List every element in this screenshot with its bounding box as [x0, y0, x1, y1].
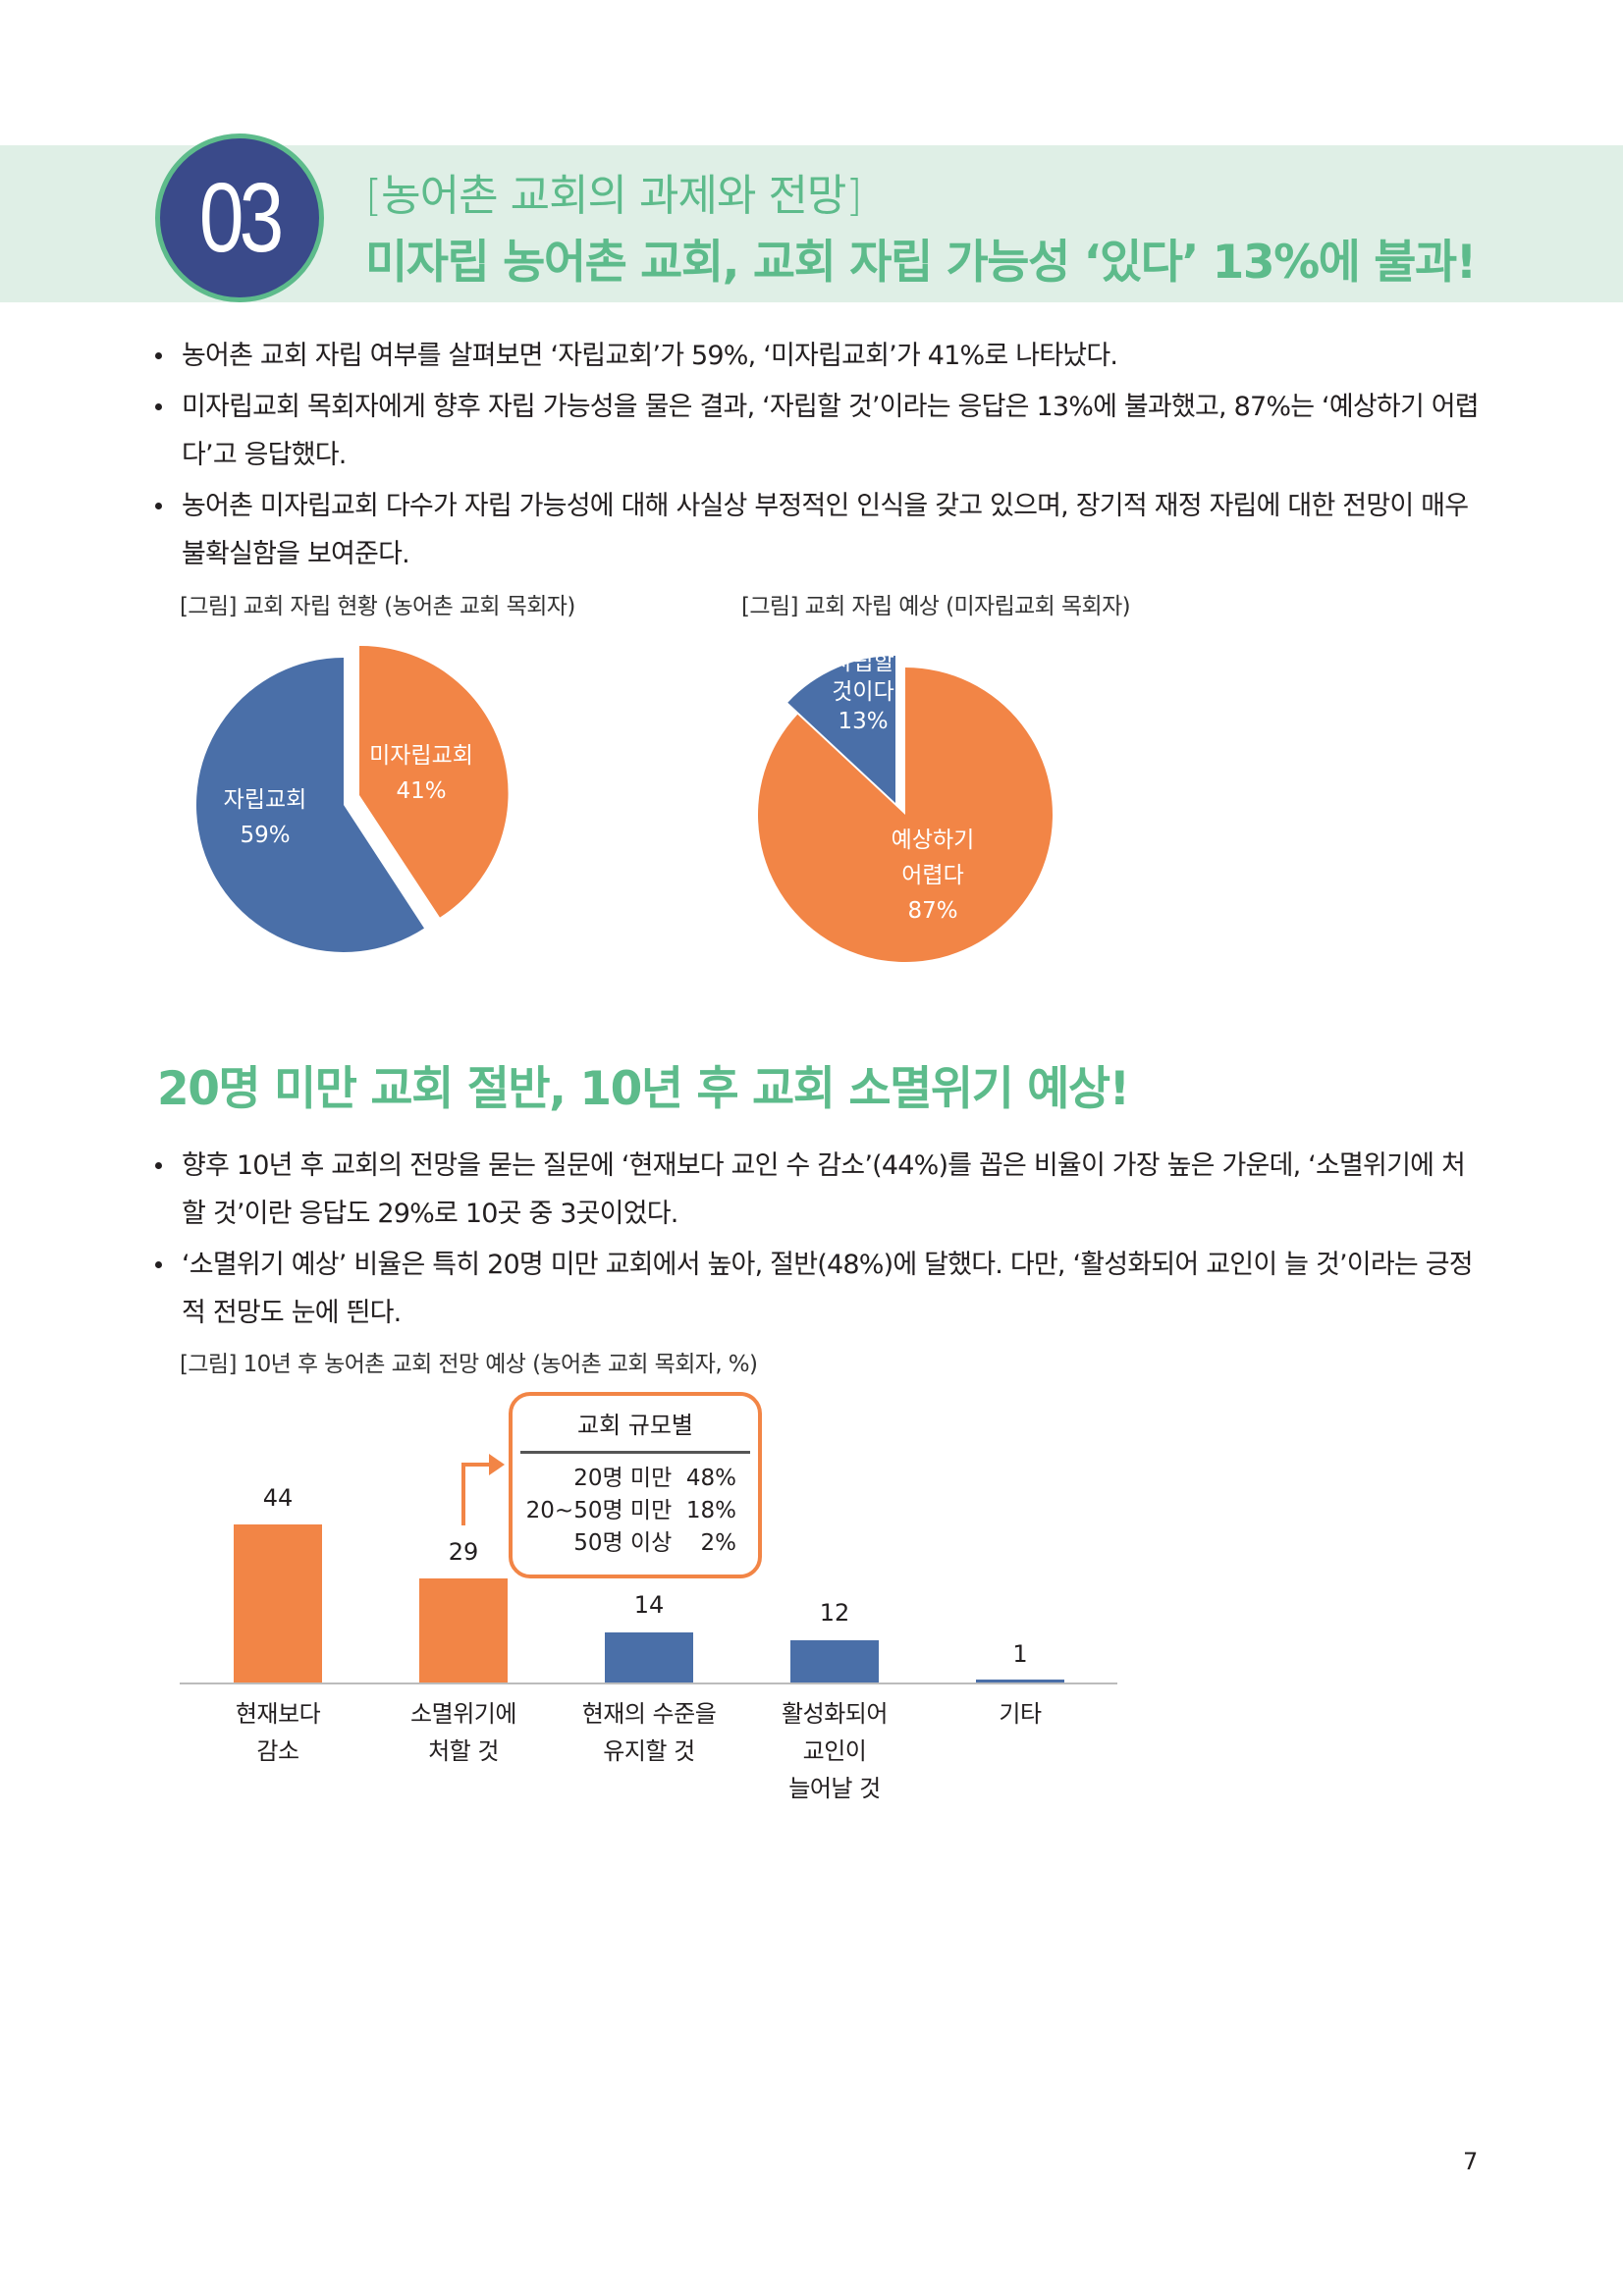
x-axis-label: 현재보다 감소: [235, 1700, 321, 1765]
section-headline: 미자립 농어촌 교회, 교회 자립 가능성 ‘있다’ 13%에 불과!: [365, 236, 1477, 290]
section-number: 03: [199, 162, 284, 273]
pie1-orange-label: 미자립교회 41%: [369, 743, 473, 804]
callout-row: 20명 미만 48%: [573, 1466, 736, 1491]
bar-chart-10yr-outlook: [180, 1492, 1117, 1683]
bullet-item: 향후 10년 후 교회의 전망을 묻는 질문에 ‘현재보다 교인 수 감소’(4…: [147, 1142, 1483, 1238]
section-kicker: [농어촌 교회의 과제와 전망]: [365, 171, 863, 221]
page-number: 7: [1463, 2148, 1479, 2175]
callout-row: 50명 이상 2%: [573, 1530, 736, 1556]
arrow-right-icon: [489, 1454, 505, 1475]
pie1-blue-label: 자립교회 59%: [223, 787, 307, 848]
church-size-callout: 교회 규모별 20명 미만 48% 20~50명 미만 18% 50명 이상 2…: [509, 1392, 762, 1578]
callout-divider: [520, 1451, 750, 1454]
bar-value: 12: [819, 1599, 850, 1627]
x-axis-label: 소멸위기에 처할 것: [410, 1700, 516, 1765]
bullet-item: 농어촌 교회 자립 여부를 살펴보면 ‘자립교회’가 59%, ‘미자립교회’가…: [147, 332, 1483, 380]
pie2-orange-label: 예상하기 어렵다 87%: [891, 828, 975, 924]
bullet-item: 농어촌 미자립교회 다수가 자립 가능성에 대해 사실상 부정적인 인식을 갖고…: [147, 482, 1483, 578]
callout-rows: 20명 미만 48% 20~50명 미만 18% 50명 이상 2%: [526, 1463, 736, 1560]
bar-value: 14: [633, 1591, 665, 1619]
pie-slice-will-be-self-sufficient: [787, 656, 895, 803]
figure-caption-pie1: [그림] 교회 자립 현황 (농어촌 교회 목회자): [180, 594, 575, 619]
bullet-item: 미자립교회 목회자에게 향후 자립 가능성을 물은 결과, ‘자립할 것’이라는…: [147, 383, 1483, 479]
bar-value: 44: [262, 1484, 294, 1512]
summary-bullets-2: 향후 10년 후 교회의 전망을 묻는 질문에 ‘현재보다 교인 수 감소’(4…: [147, 1142, 1483, 1340]
x-axis-label: 현재의 수준을 유지할 것: [581, 1700, 717, 1765]
x-axis-line: [180, 1682, 1117, 1684]
callout-arrow-arm: [461, 1463, 491, 1467]
figure-caption-pie2: [그림] 교회 자립 예상 (미자립교회 목회자): [741, 594, 1131, 619]
pie-chart-self-sufficiency-outlook: [758, 656, 1054, 962]
callout-title: 교회 규모별: [576, 1412, 694, 1439]
bar-other: [976, 1680, 1064, 1683]
bar-extinction-risk: [419, 1578, 508, 1683]
figure-caption-bar: [그림] 10년 후 농어촌 교회 전망 예상 (농어촌 교회 목회자, %): [180, 1352, 758, 1377]
bar-value: 29: [448, 1538, 479, 1566]
pie2-blue-label: 자립할 것이다 13%: [832, 650, 894, 734]
bar-grow: [790, 1640, 879, 1683]
x-axis-label: 기타: [999, 1700, 1042, 1728]
summary-bullets-1: 농어촌 교회 자립 여부를 살펴보면 ‘자립교회’가 59%, ‘미자립교회’가…: [147, 332, 1483, 581]
pie-chart-self-sufficiency: [195, 645, 509, 952]
bar-decrease: [234, 1524, 322, 1683]
bullet-item: ‘소멸위기 예상’ 비율은 특히 20명 미만 교회에서 높아, 절반(48%)…: [147, 1241, 1483, 1337]
callout-arrow-stem: [461, 1467, 465, 1525]
bar-maintain: [605, 1632, 693, 1683]
pie-slice-not-self-sufficient: [359, 645, 509, 918]
bar-value: 1: [1012, 1640, 1028, 1668]
x-axis-label: 활성화되어 교인이 늘어날 것: [782, 1700, 888, 1802]
section-number-badge: 03: [155, 133, 324, 302]
callout-row: 20~50명 미만 18%: [525, 1498, 736, 1523]
pie-slice-self-sufficient: [195, 658, 424, 952]
section-2-title: 20명 미만 교회 절반, 10년 후 교회 소멸위기 예상!: [157, 1062, 1130, 1116]
pie-slice-hard-to-predict: [758, 667, 1054, 962]
